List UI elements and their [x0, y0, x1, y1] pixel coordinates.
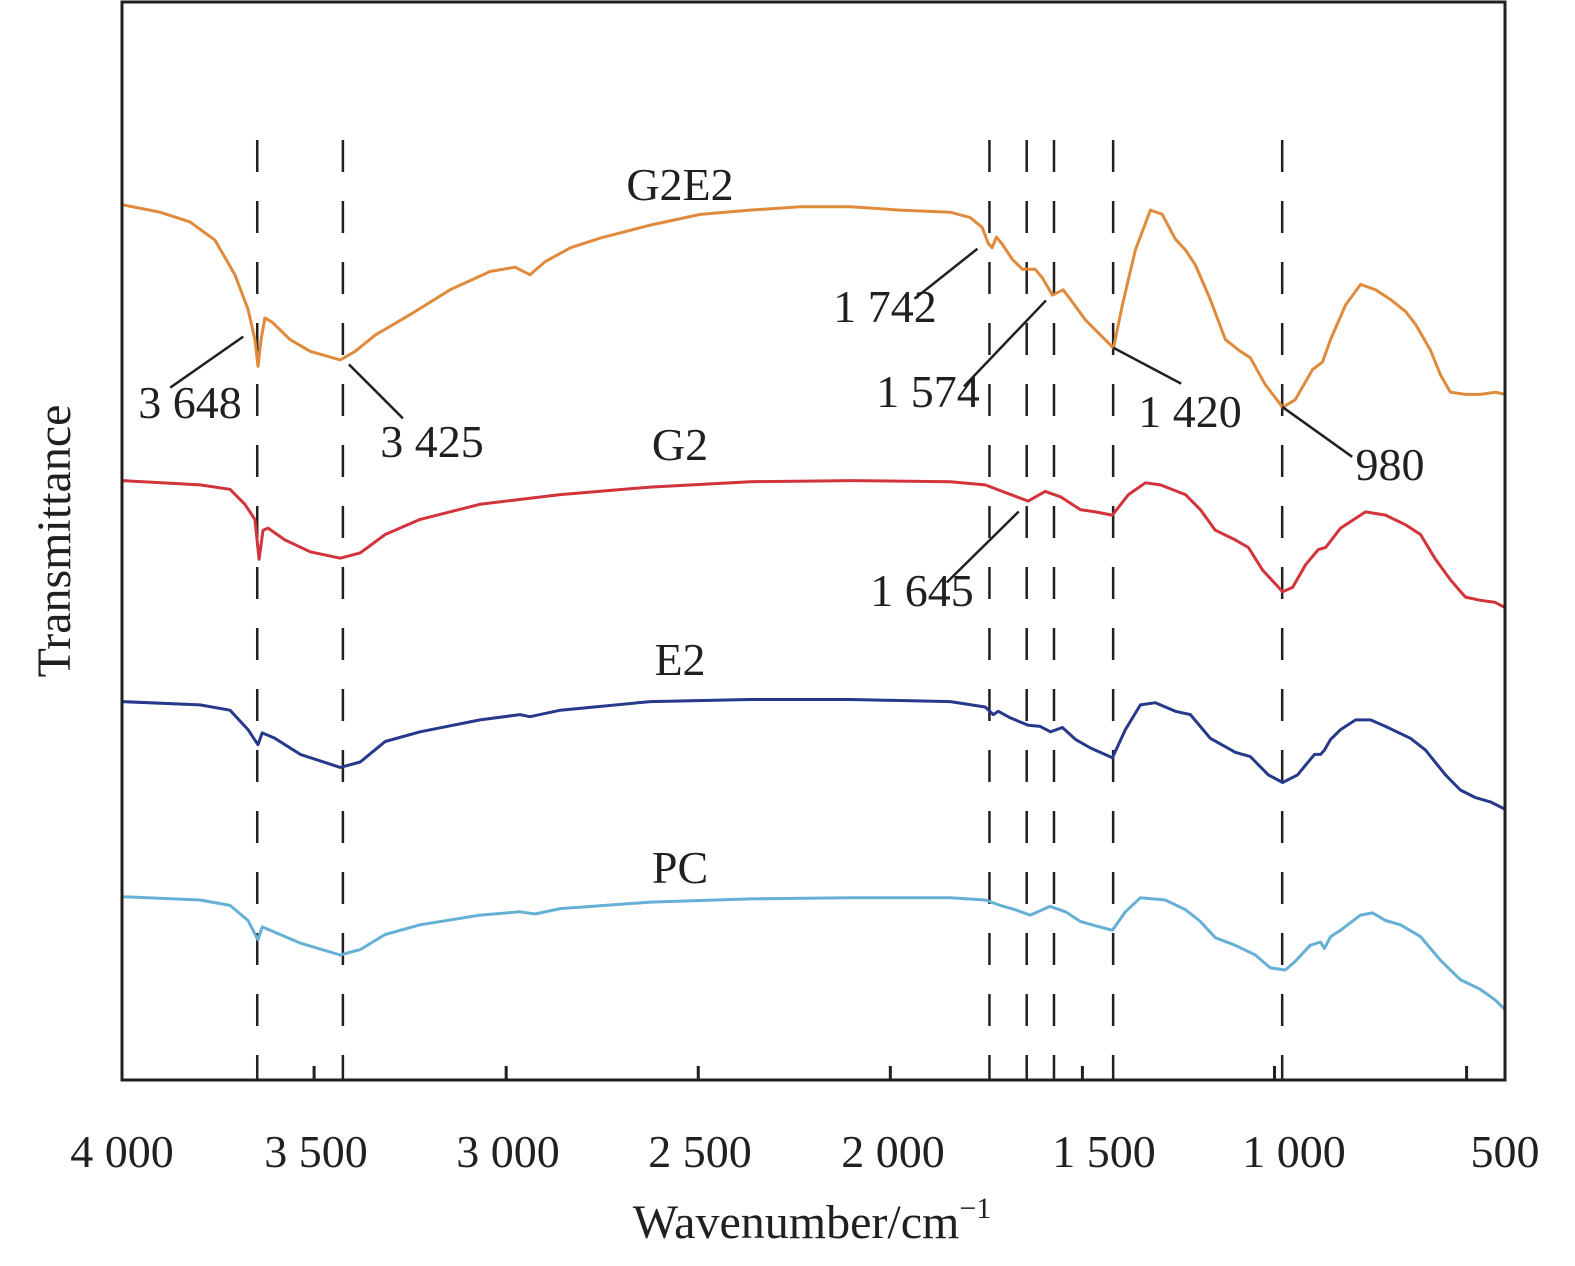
annotation-leader-line — [169, 335, 244, 389]
annotation-3425: 3 425 — [348, 363, 484, 467]
y-axis-label: Transmittance — [28, 405, 81, 678]
annotation-leader-line — [913, 247, 979, 300]
annotations: 3 648 3 425 1 742 1 574 1 420 980 1 645 — [138, 247, 1425, 616]
series-line-pc — [121, 895, 1507, 1011]
series-line-e2 — [121, 698, 1507, 811]
x-tick-label-3500: 3 500 — [264, 1126, 368, 1177]
series-label-pc: PC — [652, 842, 708, 893]
annotation-label: 980 — [1356, 439, 1425, 490]
annotation-980: 980 — [1281, 405, 1425, 490]
annotation-label: 3 648 — [138, 377, 242, 428]
series-label-g2: G2 — [652, 419, 708, 470]
series-label-e2: E2 — [654, 634, 705, 685]
x-tick-label-1500: 1 500 — [1052, 1126, 1156, 1177]
annotation-label: 1 574 — [876, 366, 980, 417]
axes: 4 000 3 500 3 000 2 500 2 000 1 500 1 000 500 — [70, 0, 1540, 1177]
annotation-leader-line — [348, 363, 404, 420]
x-axis-ticks — [312, 1066, 1469, 1080]
x-tick-label-2000: 2 000 — [841, 1126, 945, 1177]
annotation-1420: 1 420 — [1112, 346, 1242, 437]
x-axis-tick-labels: 4 000 3 500 3 000 2 500 2 000 1 500 1 000 500 — [70, 1126, 1539, 1177]
annotation-label: 1 645 — [870, 565, 974, 616]
series-label-g2e2: G2E2 — [626, 159, 733, 210]
annotation-1574: 1 574 — [876, 299, 1047, 417]
x-axis-label-main: Wavenumber/cm — [633, 1196, 960, 1249]
annotation-1742: 1 742 — [833, 247, 979, 332]
annotation-label: 3 425 — [380, 416, 484, 467]
x-tick-label-500: 500 — [1471, 1126, 1540, 1177]
series-line-g2e2 — [121, 203, 1506, 409]
x-tick-label-3000: 3 000 — [456, 1126, 560, 1177]
annotation-leader-line — [1112, 346, 1182, 385]
annotation-label: 1 420 — [1138, 386, 1242, 437]
series-line-g2 — [121, 479, 1507, 610]
plot-frame — [120, 0, 1507, 1082]
annotation-leader-line — [963, 299, 1047, 388]
x-tick-label-2500: 2 500 — [648, 1126, 752, 1177]
annotation-leader-line — [1281, 405, 1353, 458]
annotation-leader-line — [945, 510, 1020, 584]
annotation-label: 1 742 — [833, 281, 937, 332]
annotation-1645: 1 645 — [870, 510, 1020, 616]
x-axis-label-superscript: −1 — [959, 1192, 991, 1225]
x-tick-label-1000: 1 000 — [1242, 1126, 1346, 1177]
annotation-3648: 3 648 — [138, 335, 244, 428]
x-tick-label-4000: 4 000 — [70, 1126, 174, 1177]
x-axis-label: Wavenumber/cm−1 — [633, 1192, 992, 1249]
